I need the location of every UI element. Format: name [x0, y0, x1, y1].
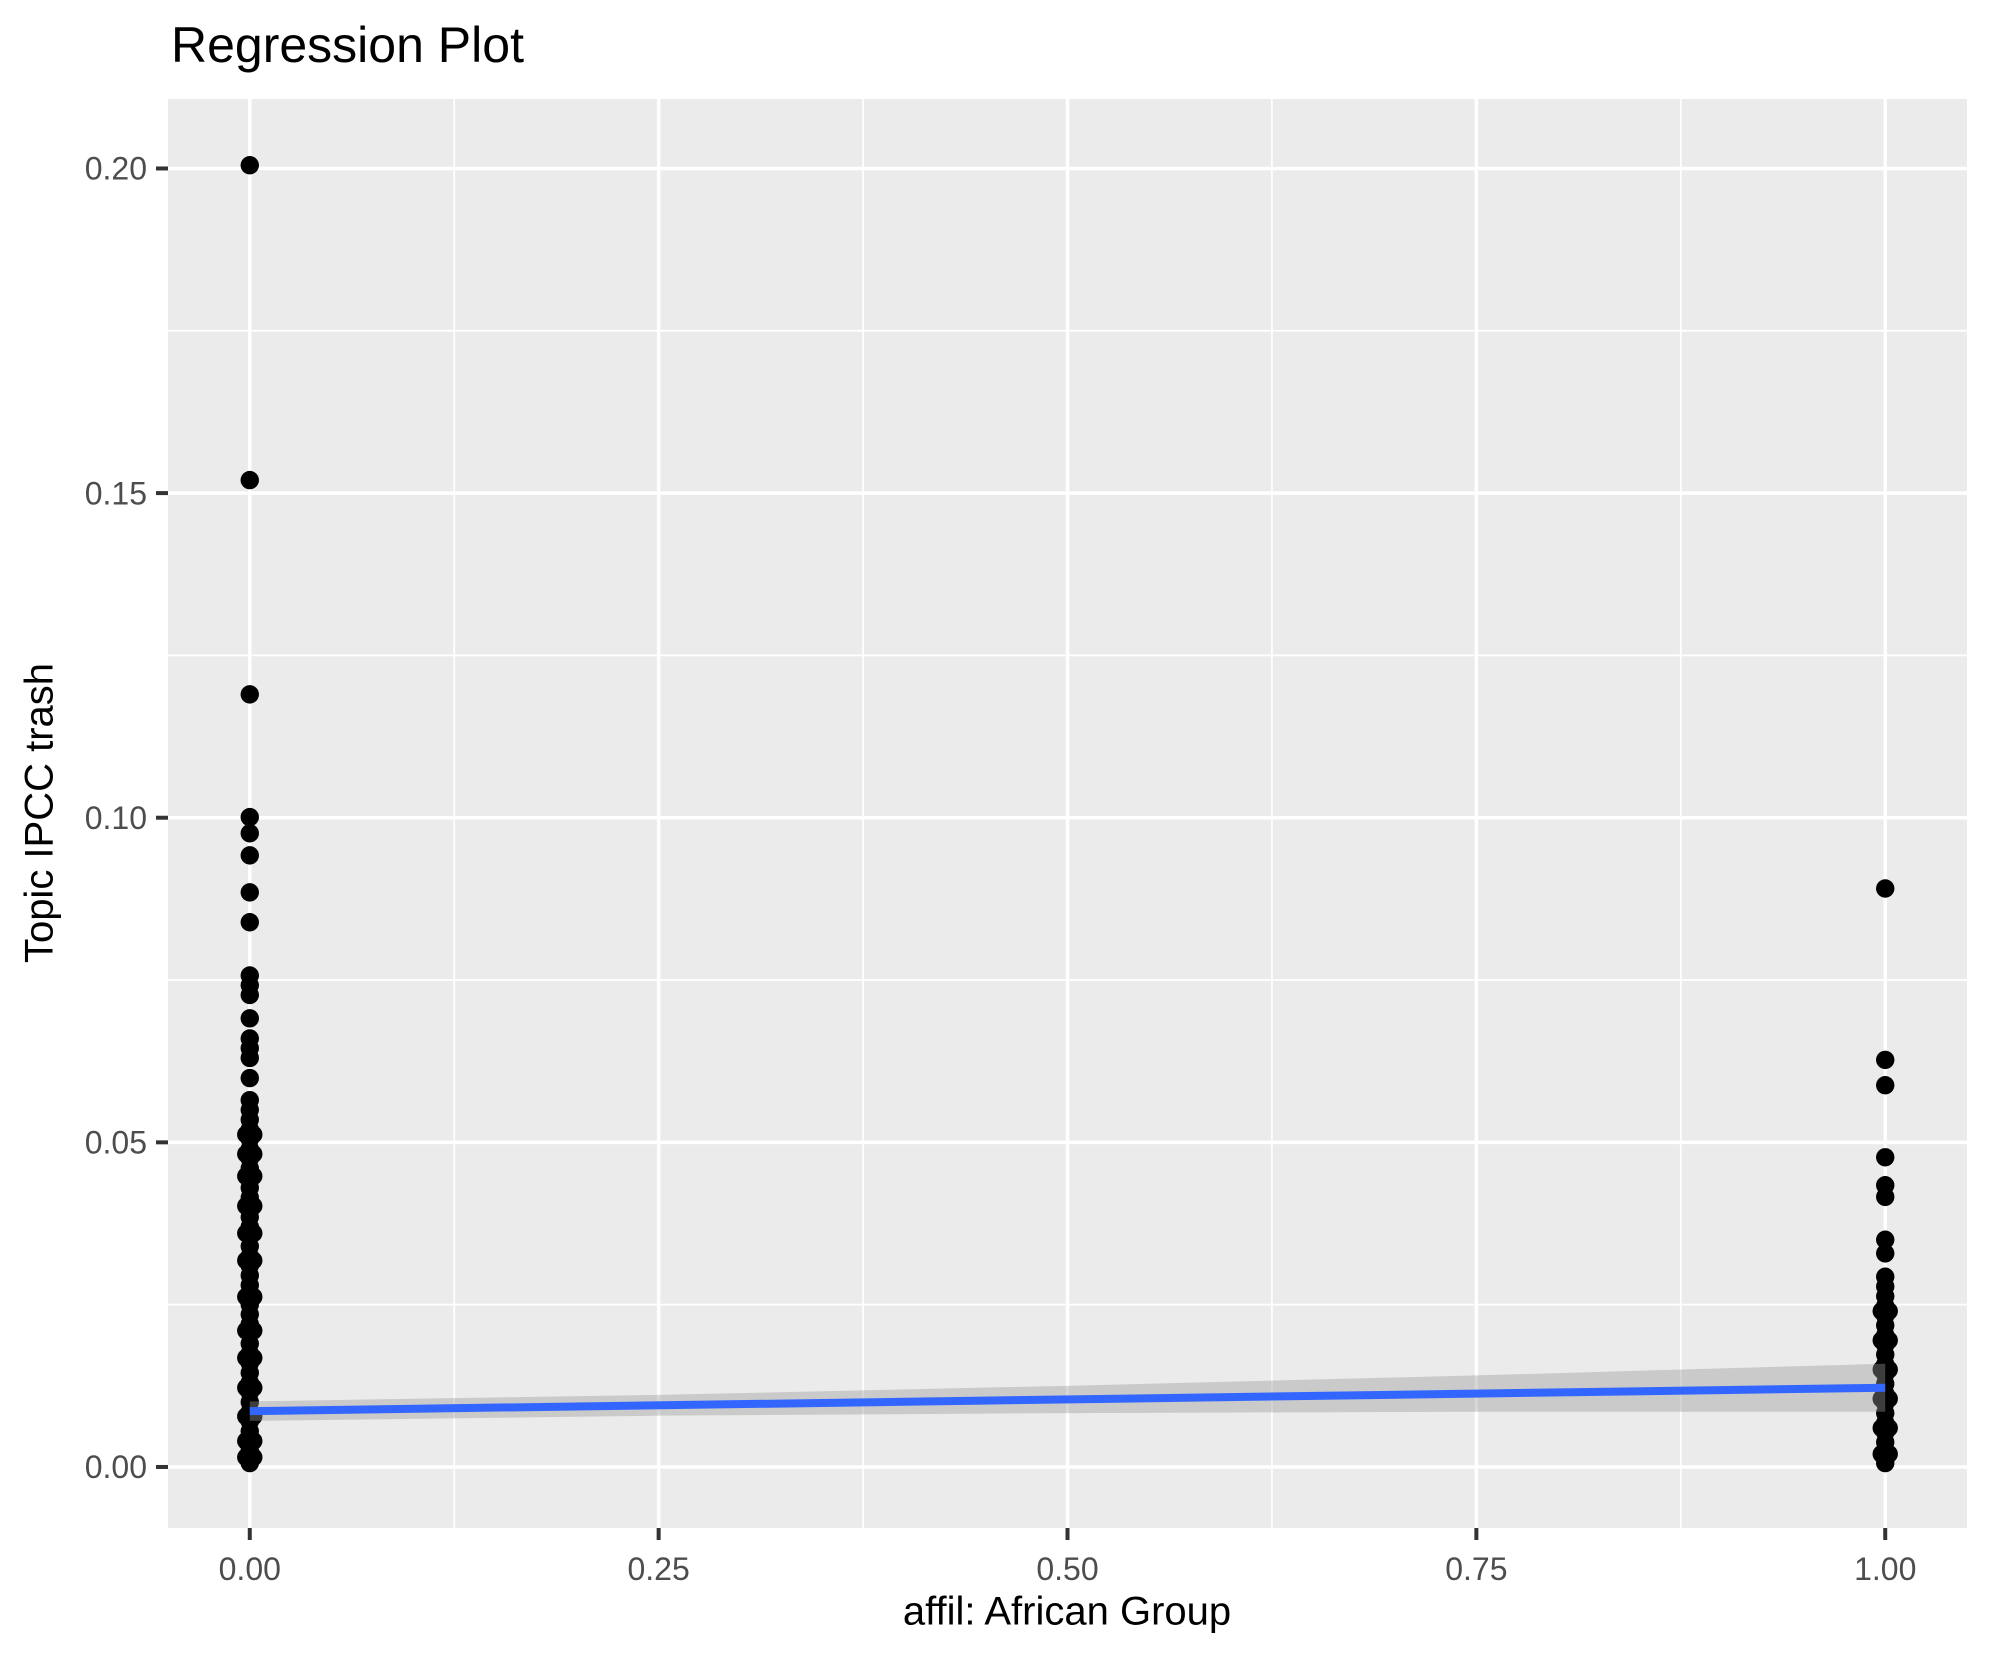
- scatter-point: [1876, 1244, 1895, 1263]
- scatter-point: [240, 846, 259, 865]
- scatter-point: [244, 1125, 263, 1144]
- scatter-point: [1876, 1050, 1895, 1070]
- y-tick-label: 0.00: [85, 1449, 147, 1485]
- scatter-point: [1876, 1187, 1895, 1207]
- scatter-point: [244, 1431, 263, 1451]
- scatter-point: [240, 1068, 259, 1088]
- scatter-point: [1879, 1389, 1898, 1408]
- scatter-point: [244, 1321, 263, 1340]
- scatter-point: [240, 883, 259, 902]
- scatter-point: [244, 1196, 263, 1216]
- scatter-point: [1876, 1148, 1895, 1167]
- x-tick-label: 0.00: [219, 1551, 281, 1587]
- scatter-point: [1876, 1076, 1895, 1095]
- scatter-point: [1879, 1301, 1898, 1321]
- scatter-point: [244, 1251, 263, 1270]
- scatter-point: [1879, 1360, 1898, 1379]
- x-tick-label: 1.00: [1854, 1551, 1916, 1587]
- y-tick-label: 0.10: [85, 800, 147, 836]
- scatter-point: [244, 1224, 263, 1243]
- x-tick-label: 0.75: [1445, 1551, 1507, 1587]
- y-tick-label: 0.05: [85, 1125, 147, 1161]
- regression-line: [249, 1383, 1886, 1416]
- scatter-point: [240, 807, 259, 827]
- x-axis-title: affil: African Group: [902, 1589, 1232, 1634]
- y-tick-label: 0.20: [85, 151, 147, 187]
- scatter-point: [240, 470, 259, 490]
- scatter-point: [244, 1144, 263, 1164]
- scatter-point: [244, 1166, 263, 1186]
- scatter-point: [1879, 1418, 1898, 1438]
- scatter-point: [244, 1287, 263, 1307]
- scatter-point: [240, 1048, 259, 1068]
- scatter-point: [244, 1448, 263, 1467]
- x-tick-label: 0.50: [1036, 1551, 1098, 1587]
- scatter-point: [240, 824, 259, 843]
- plot-title: Regression Plot: [171, 17, 524, 73]
- scatter-point: [240, 685, 259, 704]
- x-tick-label: 0.25: [627, 1551, 689, 1587]
- scatter-point: [1876, 879, 1895, 898]
- scatter-point: [1879, 1444, 1898, 1464]
- scatter-point: [240, 913, 259, 932]
- scatter-point: [244, 1348, 263, 1368]
- scatter-point: [1879, 1331, 1898, 1350]
- scatter-point: [240, 156, 259, 175]
- y-tick-label: 0.15: [85, 475, 147, 511]
- scatter-point: [240, 985, 259, 1005]
- scatter-point: [244, 1378, 263, 1397]
- scatter-point: [1876, 1230, 1895, 1249]
- scatter-point: [240, 1009, 259, 1028]
